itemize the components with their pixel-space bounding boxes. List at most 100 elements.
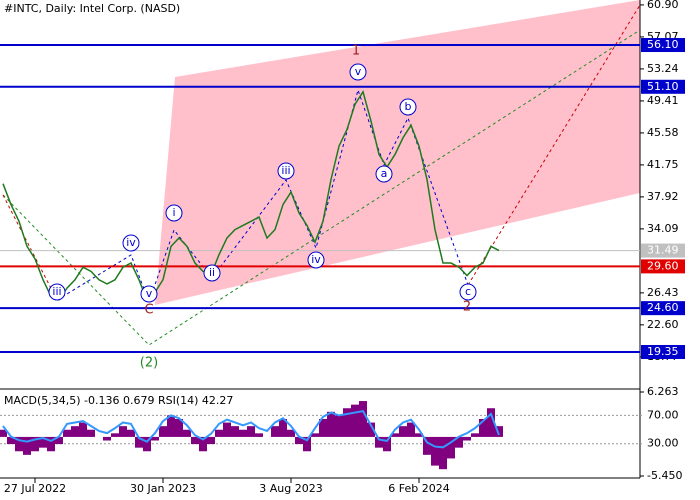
- macd-bar: [287, 429, 295, 437]
- level-label: 19.35: [647, 345, 679, 358]
- wave-label: iii: [281, 164, 290, 177]
- macd-bar: [471, 433, 479, 437]
- macd-bar: [215, 429, 223, 437]
- macd-tick-label: 6.263: [647, 385, 679, 398]
- macd-bar: [111, 433, 119, 437]
- wave-circle: [122, 234, 140, 252]
- macd-bar: [423, 436, 431, 455]
- macd-bar: [367, 422, 375, 437]
- wave-label: b: [405, 100, 412, 113]
- wave-circle: [140, 285, 158, 303]
- x-tick-label: 3 Aug 2023: [259, 482, 322, 495]
- macd-bar: [239, 429, 247, 437]
- macd-bar: [191, 436, 199, 445]
- level-box: [641, 344, 685, 359]
- level-label: 51.10: [647, 80, 679, 93]
- macd-bar: [183, 429, 191, 437]
- level-box: [641, 243, 685, 258]
- macd-bar: [15, 436, 23, 452]
- macd-bar: [159, 426, 167, 437]
- wave-circle: [375, 165, 393, 183]
- macd-bar: [103, 436, 111, 441]
- wave-circle: [349, 63, 367, 81]
- wave-label: i: [172, 206, 175, 219]
- wave-label: c: [465, 285, 471, 298]
- y-tick-label: 26.43: [647, 286, 679, 299]
- wave-circle: [399, 98, 417, 116]
- macd-bar: [135, 436, 143, 448]
- macd-tick-label: -5.450: [647, 469, 682, 482]
- macd-bar: [23, 436, 31, 455]
- wave-label: (2): [140, 356, 158, 371]
- macd-bar: [487, 408, 495, 437]
- macd-bar: [431, 436, 439, 466]
- macd-bar: [79, 422, 87, 437]
- wave-label: iv: [126, 236, 136, 249]
- level-box: [641, 79, 685, 94]
- y-tick-label: 60.90: [647, 0, 679, 11]
- macd-bar: [463, 436, 471, 441]
- macd-bar: [319, 418, 327, 437]
- wave-label: v: [355, 65, 362, 78]
- macd-bar: [335, 415, 343, 437]
- macd-bar: [391, 433, 399, 437]
- macd-bar: [175, 418, 183, 437]
- macd-bar: [199, 436, 207, 452]
- indicator-label: MACD(5,34,5) -0.136 0.679 RSI(14) 42.27: [4, 394, 233, 407]
- wave-circle: [307, 251, 325, 269]
- level-box: [641, 259, 685, 274]
- macd-bar: [31, 436, 39, 452]
- macd-bar: [447, 436, 455, 459]
- y-tick-label: 45.58: [647, 126, 679, 139]
- level-label: 29.60: [647, 259, 679, 272]
- x-tick-label: 27 Jul 2022: [4, 482, 66, 495]
- macd-bar: [439, 436, 447, 470]
- macd-bar: [151, 436, 159, 441]
- macd-bar: [143, 436, 151, 452]
- macd-bar: [375, 436, 383, 448]
- wave-circle: [277, 162, 295, 180]
- macd-bar: [479, 418, 487, 437]
- wave-label: a: [381, 167, 388, 180]
- level-label: 31.49: [647, 244, 679, 257]
- macd-bar: [311, 433, 319, 437]
- macd-bar: [0, 429, 7, 437]
- chart-title: #INTC, Daily: Intel Corp. (NASD): [4, 2, 180, 15]
- y-tick-label: 49.41: [647, 94, 679, 107]
- wave-label: iii: [52, 285, 61, 298]
- macd-bar: [399, 426, 407, 437]
- macd-bar: [343, 408, 351, 437]
- y-tick-label: 53.24: [647, 62, 679, 75]
- macd-bar: [495, 426, 503, 437]
- macd-bar: [407, 422, 415, 437]
- y-tick-label: 34.09: [647, 222, 679, 235]
- level-box: [641, 38, 685, 53]
- macd-bar: [351, 404, 359, 437]
- x-tick-label: 6 Feb 2024: [388, 482, 449, 495]
- y-tick-label: 37.92: [647, 190, 679, 203]
- rsi-line: [2, 410, 500, 449]
- macd-bar: [231, 426, 239, 437]
- rsi-tick-label: 30.00: [647, 437, 679, 450]
- y-tick-label: 22.60: [647, 318, 679, 331]
- wave-label: 1: [352, 44, 360, 59]
- macd-bar: [7, 436, 15, 445]
- wave-circle: [48, 283, 66, 301]
- macd-bar: [271, 426, 279, 437]
- wave-circle: [459, 283, 477, 301]
- rsi-tick-label: 70.00: [647, 408, 679, 421]
- macd-bar: [47, 436, 55, 452]
- macd-bar: [39, 436, 47, 448]
- macd-bar: [303, 436, 311, 452]
- macd-bar: [295, 436, 303, 445]
- macd-bar: [63, 429, 71, 437]
- wave-label: iv: [311, 253, 321, 266]
- macd-bar: [279, 418, 287, 437]
- wave-lines: [2, 4, 641, 346]
- macd-bar: [71, 426, 79, 437]
- macd-bar: [359, 401, 367, 437]
- channel: [155, 0, 640, 305]
- price-line: [2, 89, 500, 303]
